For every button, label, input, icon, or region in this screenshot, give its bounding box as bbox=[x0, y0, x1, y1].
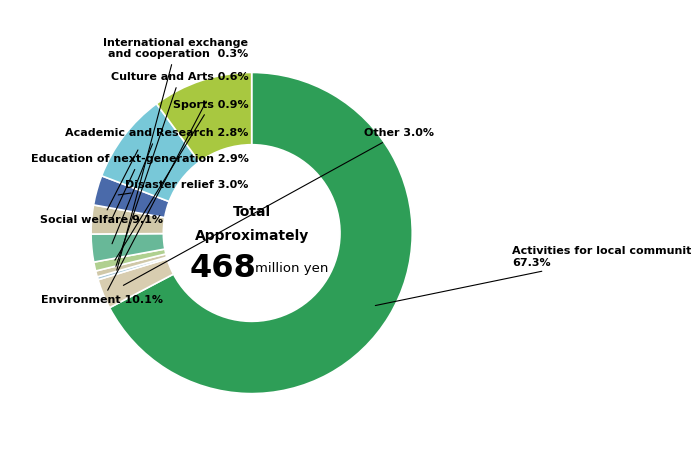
Text: Social welfare 9.1%: Social welfare 9.1% bbox=[40, 150, 163, 225]
Text: International exchange
and cooperation  0.3%: International exchange and cooperation 0… bbox=[104, 37, 249, 270]
Text: Education of next-generation 2.9%: Education of next-generation 2.9% bbox=[30, 154, 249, 219]
Wedge shape bbox=[98, 259, 173, 308]
Wedge shape bbox=[110, 72, 413, 394]
Wedge shape bbox=[91, 234, 165, 262]
Text: Approximately: Approximately bbox=[195, 229, 309, 243]
Wedge shape bbox=[91, 205, 164, 234]
Wedge shape bbox=[94, 249, 166, 271]
Text: Sports 0.9%: Sports 0.9% bbox=[115, 99, 249, 260]
Text: Other 3.0%: Other 3.0% bbox=[124, 128, 434, 285]
Text: million yen: million yen bbox=[255, 262, 328, 275]
Wedge shape bbox=[97, 257, 167, 280]
Text: Disaster relief 3.0%: Disaster relief 3.0% bbox=[118, 180, 249, 195]
Wedge shape bbox=[95, 254, 167, 277]
Text: Total: Total bbox=[233, 205, 271, 219]
Wedge shape bbox=[102, 104, 199, 202]
Text: 468: 468 bbox=[189, 253, 256, 284]
Wedge shape bbox=[93, 176, 169, 217]
Text: Activities for local communities
67.3%: Activities for local communities 67.3% bbox=[375, 246, 691, 306]
Wedge shape bbox=[156, 72, 252, 162]
Text: Culture and Arts 0.6%: Culture and Arts 0.6% bbox=[111, 72, 249, 266]
Text: Academic and Research 2.8%: Academic and Research 2.8% bbox=[65, 128, 249, 244]
Text: Environment 10.1%: Environment 10.1% bbox=[41, 101, 207, 306]
